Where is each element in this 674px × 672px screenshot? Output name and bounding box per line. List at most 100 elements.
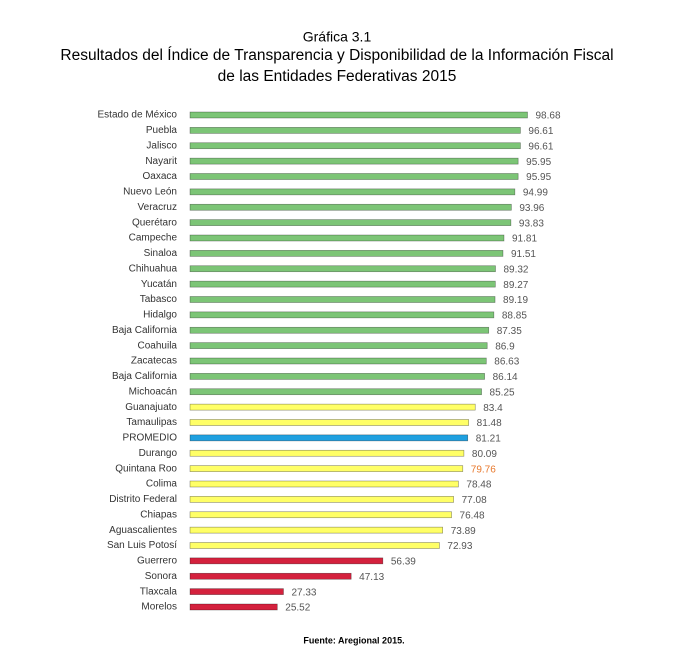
bar xyxy=(189,127,521,134)
value-label: 91.51 xyxy=(511,249,536,260)
y-tick-label: Aguascalientes xyxy=(109,525,177,536)
value-label: 72.93 xyxy=(447,541,472,552)
bar xyxy=(189,465,464,472)
bar xyxy=(189,280,496,288)
y-tick-label: Veracruz xyxy=(138,202,177,213)
y-tick-label: Sinaloa xyxy=(144,248,178,259)
y-tick-label: Oaxaca xyxy=(143,171,178,182)
y-tick-label: Guanajuato xyxy=(125,402,177,413)
value-label: 86.9 xyxy=(495,341,515,352)
bar xyxy=(189,388,482,396)
bar xyxy=(189,419,469,426)
value-label: 76.48 xyxy=(460,510,485,521)
bar xyxy=(189,111,528,119)
y-tick-label: Puebla xyxy=(146,125,178,136)
bar xyxy=(189,449,465,457)
bar xyxy=(189,311,495,319)
bar xyxy=(189,572,352,580)
bar xyxy=(189,557,384,565)
value-label: 96.61 xyxy=(528,141,553,152)
value-label: 91.81 xyxy=(512,234,537,245)
y-tick-label: Morelos xyxy=(141,602,177,613)
y-tick-label: Tabasco xyxy=(140,294,178,305)
value-label: 89.19 xyxy=(503,295,528,306)
value-label: 77.08 xyxy=(462,495,487,506)
chart-supertitle: Gráfica 3.1 xyxy=(303,29,372,45)
value-label: 93.96 xyxy=(519,203,544,214)
y-tick-label: Nuevo León xyxy=(123,187,177,198)
y-tick-label: PROMEDIO xyxy=(123,433,178,444)
value-label: 78.48 xyxy=(466,480,491,491)
value-label: 27.33 xyxy=(291,587,316,598)
bar xyxy=(189,188,516,196)
value-label: 95.95 xyxy=(526,172,551,183)
bar xyxy=(189,142,521,150)
value-label: 96.61 xyxy=(528,126,553,137)
value-label: 86.63 xyxy=(494,357,519,368)
value-label: 98.68 xyxy=(535,111,560,122)
y-tick-label: Guerrero xyxy=(137,556,177,567)
value-label: 88.85 xyxy=(502,311,527,322)
bar xyxy=(189,480,459,488)
bar xyxy=(189,603,278,611)
y-tick-label: Baja California xyxy=(112,371,177,382)
chart-title: de las Entidades Federativas 2015 xyxy=(218,68,457,85)
value-label: 25.52 xyxy=(285,603,310,614)
bar xyxy=(189,203,512,211)
bar xyxy=(189,511,452,519)
bar xyxy=(189,157,519,165)
y-tick-label: Estado de México xyxy=(98,110,178,121)
value-label: 79.76 xyxy=(471,464,496,475)
value-label: 86.14 xyxy=(493,372,518,383)
bar xyxy=(189,373,485,380)
value-label: 73.89 xyxy=(451,526,476,537)
y-tick-label: Tlaxcala xyxy=(140,586,178,597)
bar xyxy=(189,296,496,303)
bar xyxy=(189,496,454,503)
y-tick-label: Coahuila xyxy=(138,340,178,351)
bar xyxy=(189,342,488,349)
y-tick-label: Baja California xyxy=(112,325,177,336)
y-tick-label: Durango xyxy=(139,448,178,459)
y-tick-label: Nayarit xyxy=(145,156,177,167)
y-tick-label: Querétaro xyxy=(132,217,177,228)
y-tick-label: Sonora xyxy=(145,571,178,582)
bar xyxy=(189,265,496,273)
value-label: 47.13 xyxy=(359,572,384,583)
y-tick-label: San Luis Potosí xyxy=(107,540,177,551)
y-tick-label: Tamaulipas xyxy=(126,417,177,428)
value-label: 89.32 xyxy=(503,264,528,275)
y-tick-label: Zacatecas xyxy=(131,356,177,367)
bar xyxy=(189,357,487,365)
value-label: 85.25 xyxy=(490,387,515,398)
y-tick-label: Chiapas xyxy=(140,509,177,520)
bar xyxy=(189,588,284,595)
value-label: 89.27 xyxy=(503,280,528,291)
y-tick-label: Hidalgo xyxy=(143,310,177,321)
y-tick-label: Campeche xyxy=(129,233,178,244)
bar xyxy=(189,403,476,411)
value-label: 56.39 xyxy=(391,557,416,568)
bar xyxy=(189,250,504,257)
y-tick-label: Colima xyxy=(146,479,178,490)
value-label: 93.83 xyxy=(519,218,544,229)
bar xyxy=(189,173,519,180)
bar xyxy=(189,542,440,549)
value-label: 95.95 xyxy=(526,157,551,168)
bar xyxy=(189,434,469,442)
y-tick-label: Jalisco xyxy=(146,140,177,151)
bar xyxy=(189,219,512,226)
value-label: 87.35 xyxy=(497,326,522,337)
y-tick-label: Michoacán xyxy=(129,386,177,397)
chart-title: Resultados del Índice de Transparencia y… xyxy=(60,47,613,64)
y-tick-label: Yucatán xyxy=(141,279,177,290)
value-label: 83.4 xyxy=(483,403,503,414)
value-label: 94.99 xyxy=(523,188,548,199)
bar xyxy=(189,234,505,242)
y-tick-label: Chihuahua xyxy=(129,263,178,274)
value-label: 80.09 xyxy=(472,449,497,460)
value-label: 81.48 xyxy=(477,418,502,429)
bar xyxy=(189,526,444,534)
bar xyxy=(189,326,490,334)
